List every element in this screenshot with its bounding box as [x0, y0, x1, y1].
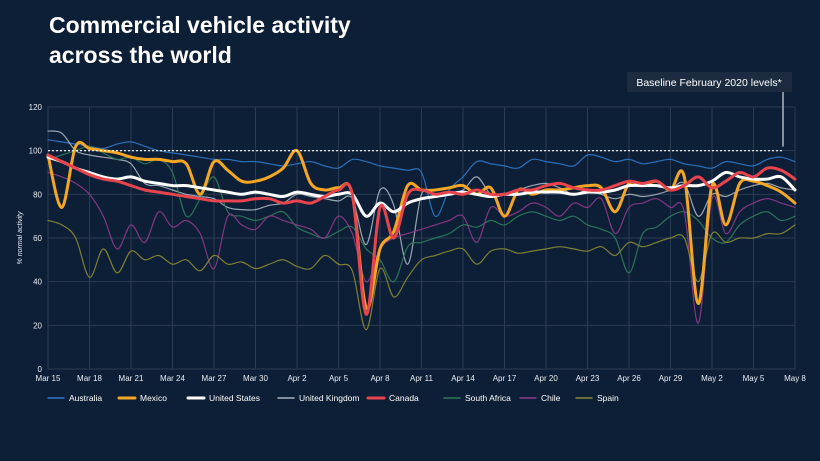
legend-label-united-states: United States: [209, 393, 260, 403]
x-tick-label: Mar 24: [160, 374, 185, 383]
y-tick-label: 20: [33, 321, 42, 330]
x-tick-label: May 5: [743, 374, 765, 383]
x-tick-label: Apr 2: [287, 374, 307, 383]
series-line-australia: [47, 139, 796, 217]
x-tick-label: Apr 29: [659, 374, 683, 383]
x-tick-label: Apr 11: [410, 374, 434, 383]
y-tick-label: 60: [33, 234, 42, 243]
x-tick-label: Apr 5: [329, 374, 349, 383]
x-tick-label: Apr 17: [493, 374, 517, 383]
x-tick-label: Apr 23: [576, 374, 600, 383]
legend-label-australia: Australia: [69, 393, 102, 403]
chart-title-line2: across the world: [49, 42, 232, 68]
legend-label-mexico: Mexico: [140, 393, 167, 403]
y-tick-label: 100: [29, 147, 43, 156]
baseline-group: Baseline February 2020 levels*: [48, 72, 792, 152]
x-tick-label: Mar 30: [243, 374, 268, 383]
chart-title: Commercial vehicle activity across the w…: [49, 10, 351, 70]
x-tick-label: Apr 26: [617, 374, 641, 383]
x-tick-label: May 2: [701, 374, 723, 383]
legend-label-chile: Chile: [541, 393, 561, 403]
series-line-south-africa: [47, 145, 796, 283]
x-tick-labels: Mar 15 Mar 18 Mar 21 Mar 24 Mar 27 Mar 30 Apr …: [36, 374, 807, 383]
chart-title-line1: Commercial vehicle activity: [49, 12, 351, 38]
x-tick-label: Mar 15: [36, 374, 61, 383]
baseline-label-box: [627, 72, 792, 92]
legend-label-south-africa: South Africa: [465, 393, 511, 403]
x-tick-label: Mar 27: [202, 374, 227, 383]
legend-label-spain: Spain: [597, 393, 619, 403]
x-tick-label: Mar 18: [77, 374, 102, 383]
legend-label-united-kingdom: United Kingdom: [299, 393, 359, 403]
y-tick-label: 0: [38, 365, 43, 374]
x-tick-label: Apr 8: [370, 374, 390, 383]
chart-series: [46, 130, 797, 331]
series-line-spain: [47, 219, 796, 331]
y-tick-label: 80: [33, 190, 42, 199]
x-tick-label: Mar 21: [119, 374, 144, 383]
legend-label-canada: Canada: [389, 393, 419, 403]
y-tick-label: 40: [33, 278, 42, 287]
x-tick-label: May 8: [784, 374, 806, 383]
series-line-canada: [46, 153, 797, 316]
x-tick-label: Apr 14: [451, 374, 475, 383]
x-tick-label: Apr 20: [534, 374, 558, 383]
series-line-united-states: [46, 155, 797, 218]
y-axis-label: % normal activity: [17, 211, 24, 264]
y-tick-labels: 0 20 40 60 80 100 120: [29, 103, 43, 374]
series-line-chile: [47, 171, 796, 324]
chart-grid: [47, 106, 796, 370]
chart-legend: Australia Mexico United States United Kingd…: [47, 393, 619, 403]
baseline-label: Baseline February 2020 levels*: [636, 77, 781, 89]
y-tick-label: 120: [29, 103, 43, 112]
